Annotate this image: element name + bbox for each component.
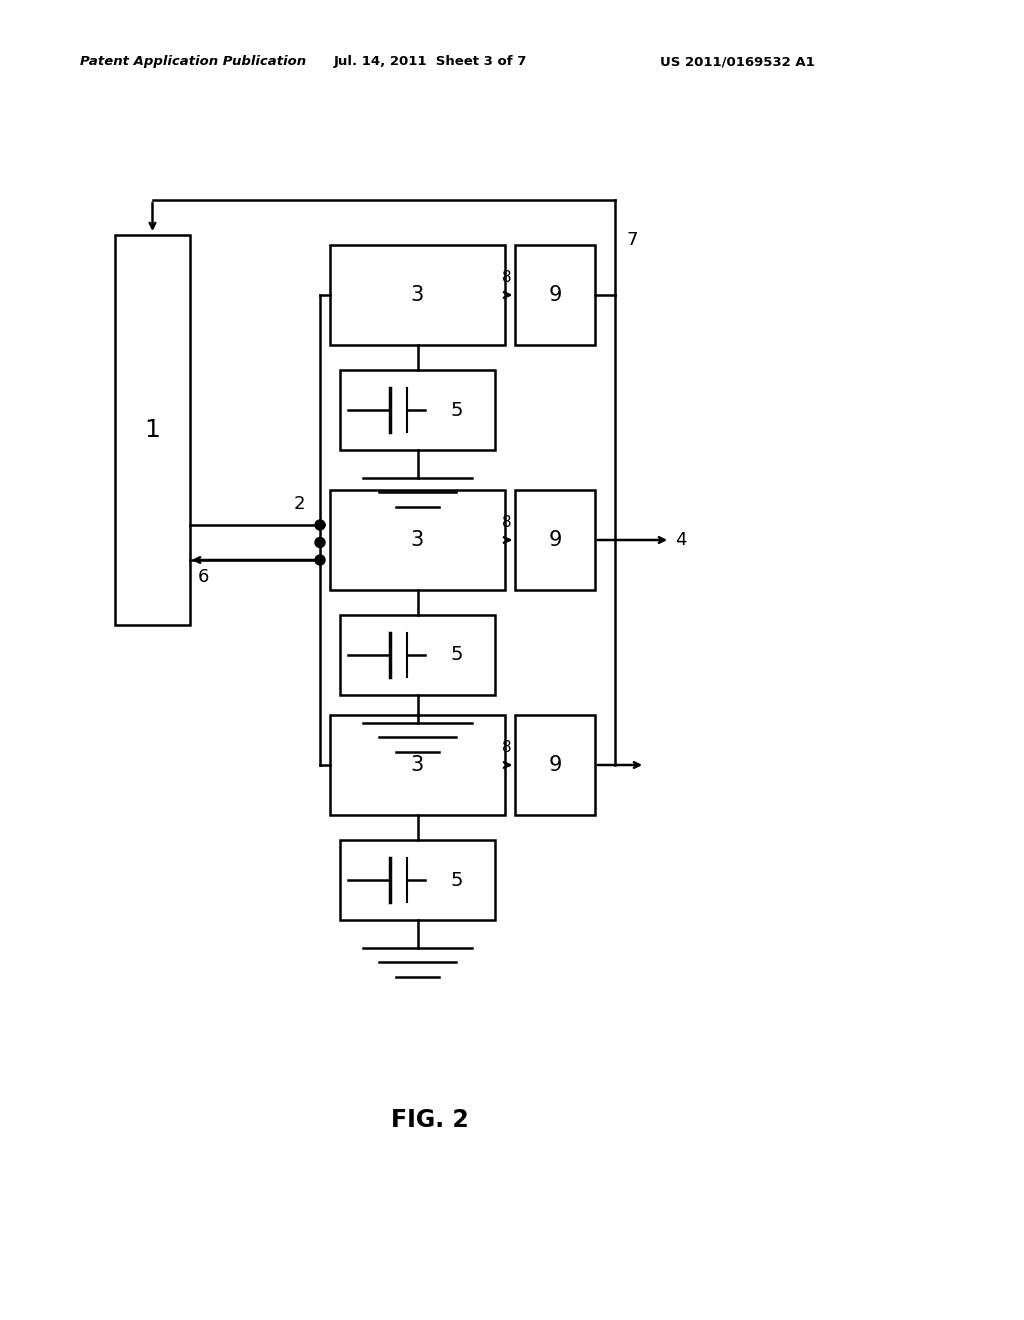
- Text: 3: 3: [411, 285, 424, 305]
- Bar: [115, 235, 190, 624]
- Bar: [340, 370, 495, 450]
- Text: 8: 8: [503, 515, 512, 531]
- Bar: [330, 715, 505, 814]
- Text: Jul. 14, 2011  Sheet 3 of 7: Jul. 14, 2011 Sheet 3 of 7: [334, 55, 526, 69]
- Text: 1: 1: [144, 418, 161, 442]
- Text: 9: 9: [548, 755, 562, 775]
- Text: US 2011/0169532 A1: US 2011/0169532 A1: [660, 55, 815, 69]
- Text: 9: 9: [548, 285, 562, 305]
- Bar: [515, 715, 595, 814]
- Text: 8: 8: [503, 271, 512, 285]
- Text: 6: 6: [198, 568, 209, 586]
- Bar: [340, 615, 495, 696]
- Text: 2: 2: [294, 495, 305, 513]
- Text: 8: 8: [503, 741, 512, 755]
- Bar: [515, 246, 595, 345]
- Bar: [330, 246, 505, 345]
- Bar: [330, 490, 505, 590]
- Text: 3: 3: [411, 531, 424, 550]
- Text: FIG. 2: FIG. 2: [391, 1107, 469, 1133]
- Text: 3: 3: [411, 755, 424, 775]
- Circle shape: [315, 554, 325, 565]
- Text: 7: 7: [627, 231, 639, 249]
- Text: 9: 9: [548, 531, 562, 550]
- Circle shape: [315, 537, 325, 548]
- Bar: [515, 490, 595, 590]
- Circle shape: [315, 520, 325, 531]
- Text: Patent Application Publication: Patent Application Publication: [80, 55, 306, 69]
- Text: 5: 5: [450, 645, 463, 664]
- Text: 5: 5: [450, 870, 463, 890]
- Text: 4: 4: [675, 531, 686, 549]
- Bar: [340, 840, 495, 920]
- Text: 5: 5: [450, 400, 463, 420]
